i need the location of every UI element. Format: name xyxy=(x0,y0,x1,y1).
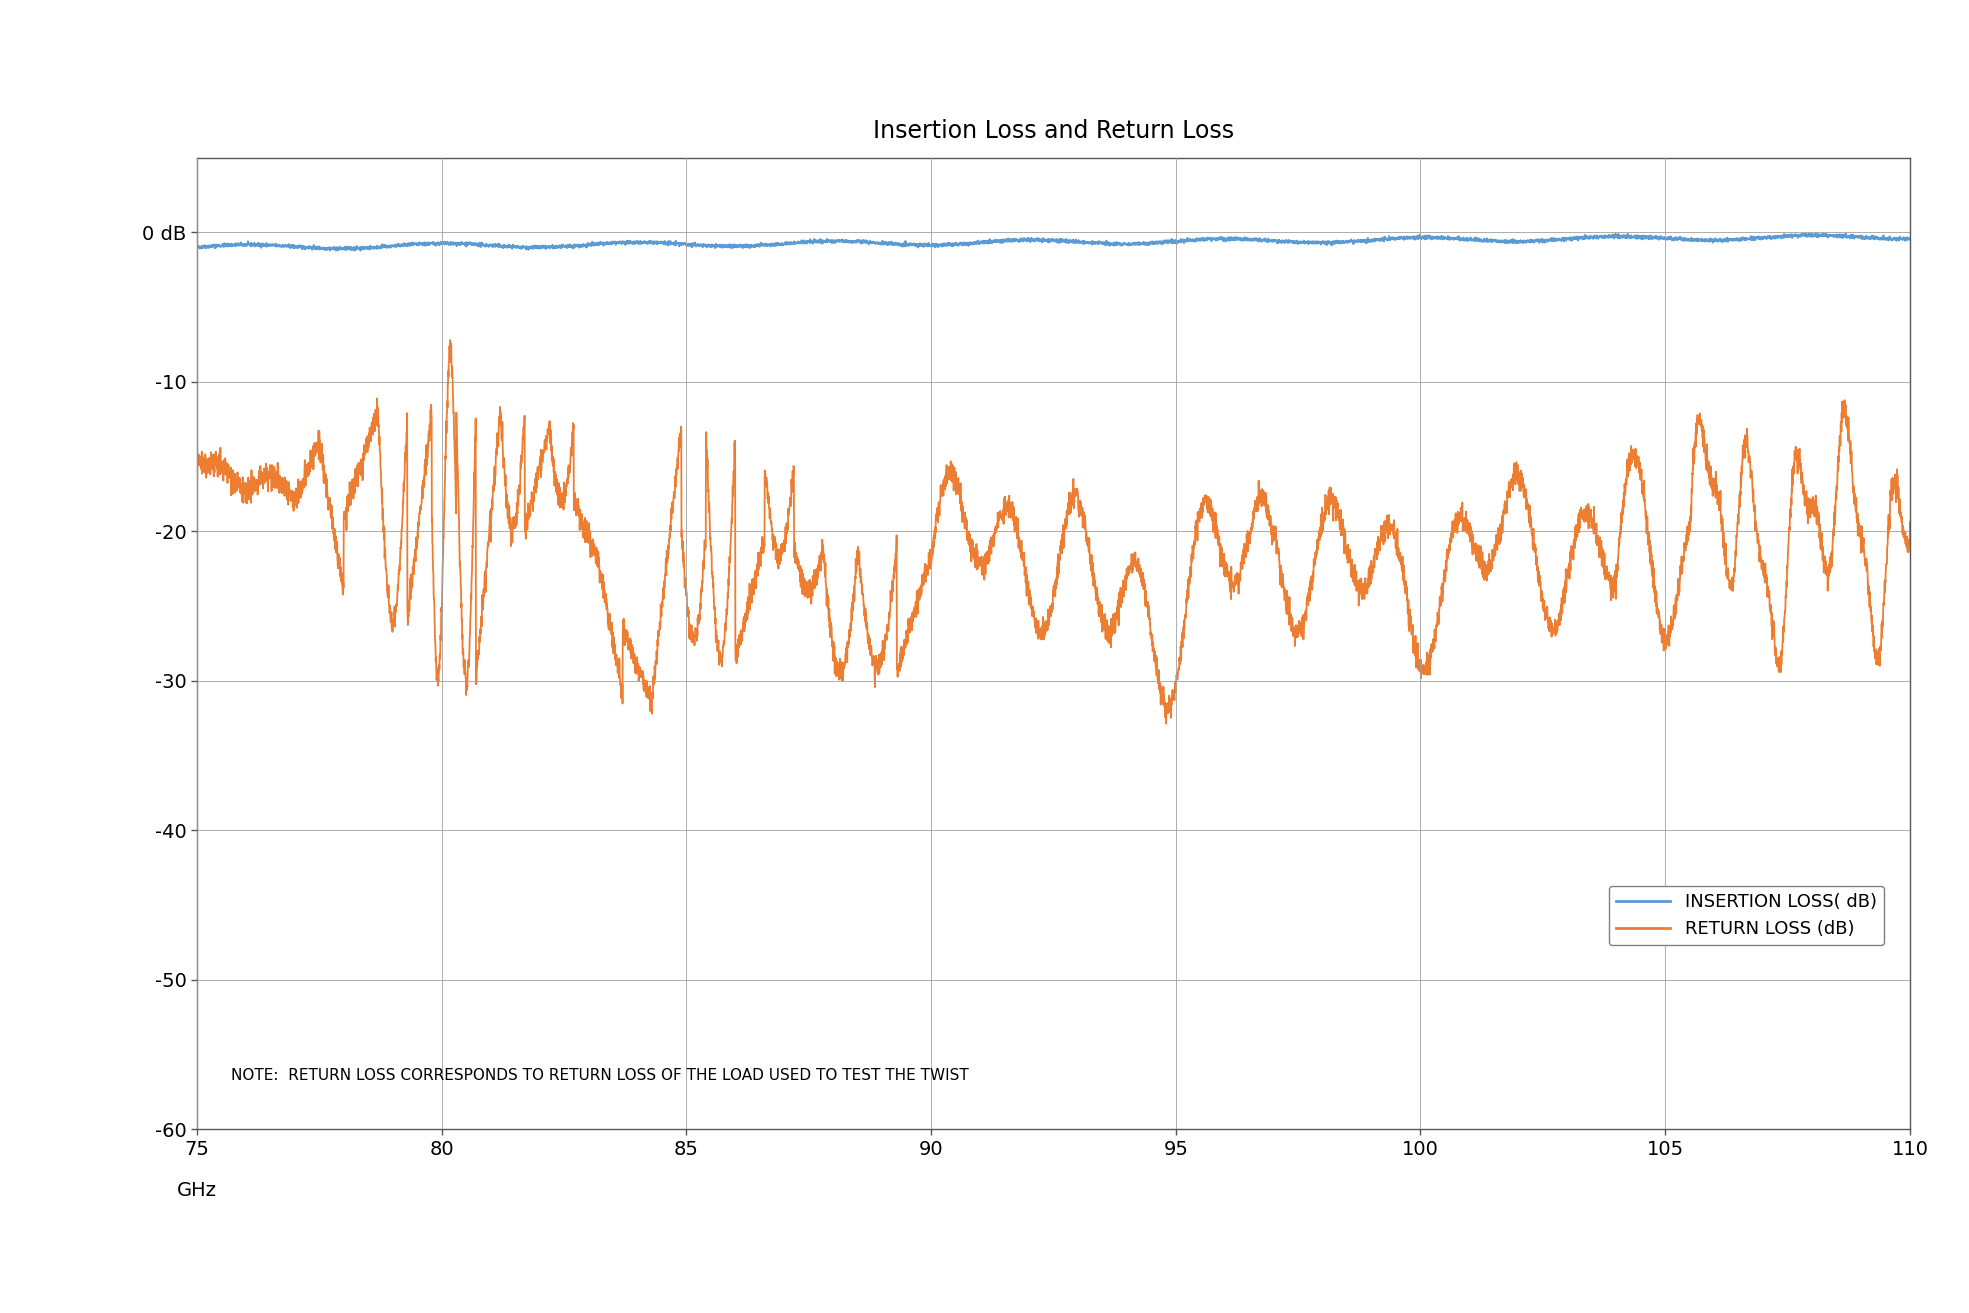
RETURN LOSS (dB) xyxy=(1014,588,1038,604)
INSERTION LOSS( dB) xyxy=(1898,231,1922,247)
Legend: INSERTION LOSS( dB), RETURN LOSS (dB): INSERTION LOSS( dB), RETURN LOSS (dB) xyxy=(1609,886,1884,945)
INSERTION LOSS( dB) xyxy=(185,239,209,255)
INSERTION LOSS( dB) xyxy=(866,236,890,252)
RETURN LOSS (dB) xyxy=(866,655,890,671)
RETURN LOSS (dB) xyxy=(1898,515,1922,530)
Text: GHz: GHz xyxy=(177,1182,217,1200)
RETURN LOSS (dB) xyxy=(833,659,857,675)
Text: NOTE:  RETURN LOSS CORRESPONDS TO RETURN LOSS OF THE LOAD USED TO TEST THE TWIST: NOTE: RETURN LOSS CORRESPONDS TO RETURN … xyxy=(230,1069,969,1083)
INSERTION LOSS( dB) xyxy=(634,235,658,251)
RETURN LOSS (dB) xyxy=(276,486,299,502)
RETURN LOSS (dB) xyxy=(185,452,209,467)
INSERTION LOSS( dB) xyxy=(1345,234,1368,249)
RETURN LOSS (dB) xyxy=(634,675,658,691)
Title: Insertion Loss and Return Loss: Insertion Loss and Return Loss xyxy=(872,119,1235,143)
RETURN LOSS (dB) xyxy=(1154,716,1177,731)
INSERTION LOSS( dB) xyxy=(1806,225,1829,240)
INSERTION LOSS( dB) xyxy=(276,238,299,253)
RETURN LOSS (dB) xyxy=(1345,563,1368,579)
INSERTION LOSS( dB) xyxy=(343,243,366,259)
Line: RETURN LOSS (dB): RETURN LOSS (dB) xyxy=(197,340,1910,723)
Line: INSERTION LOSS( dB): INSERTION LOSS( dB) xyxy=(197,232,1910,251)
INSERTION LOSS( dB) xyxy=(833,234,857,249)
INSERTION LOSS( dB) xyxy=(1014,234,1038,249)
RETURN LOSS (dB) xyxy=(439,332,463,348)
